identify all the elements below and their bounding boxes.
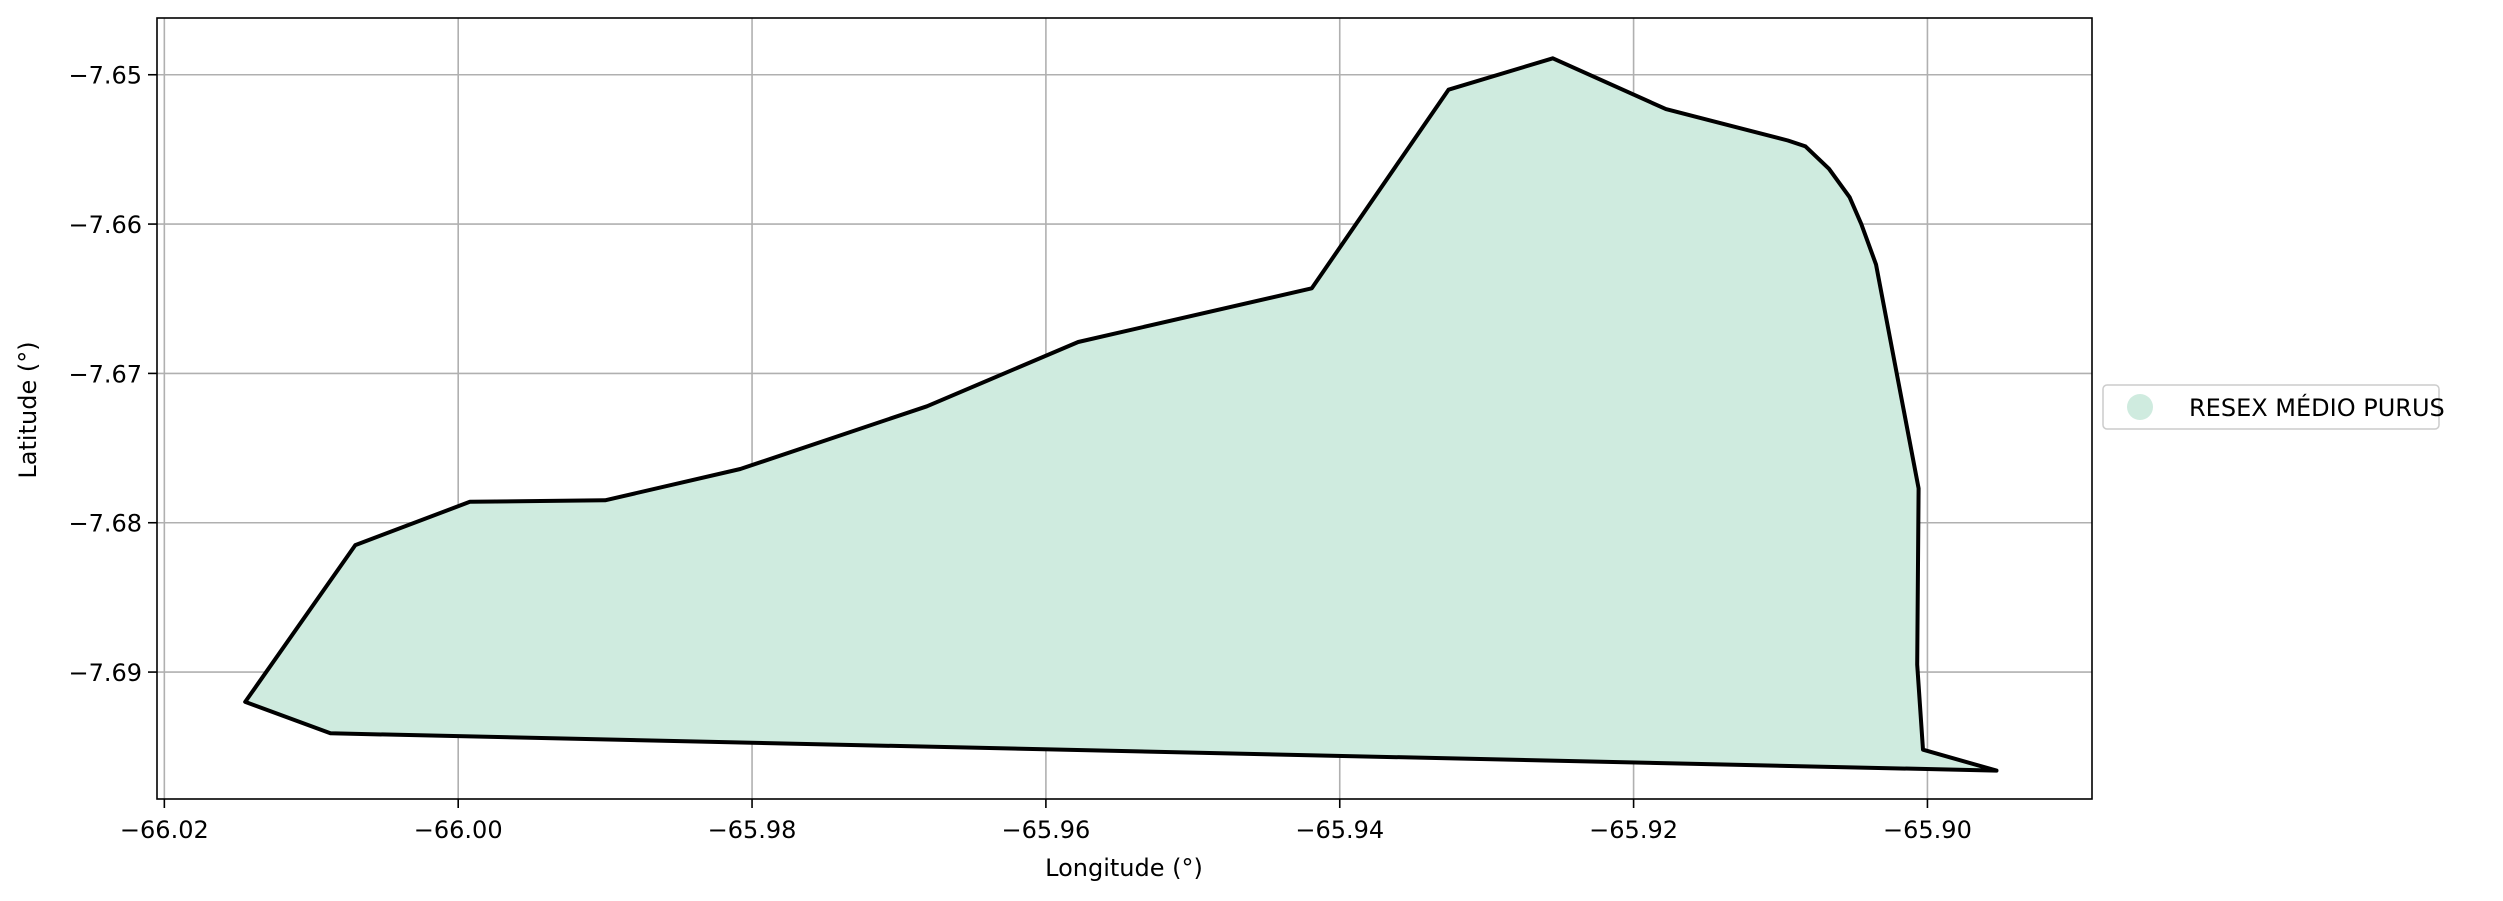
y-tick-label: −7.66 xyxy=(68,211,142,239)
legend-label-resex-medio-purus: RESEX MÉDIO PURUS xyxy=(2189,393,2445,422)
legend-frame xyxy=(2102,384,2440,430)
x-axis-title: Longitude (°) xyxy=(1045,854,1203,882)
x-axis-ticks: −66.02 −66.00 −65.98 −65.96 −65.94 −65.92 −65.… xyxy=(120,799,1972,844)
x-tick-label: −66.00 xyxy=(414,816,503,844)
y-tick-label: −7.68 xyxy=(68,510,142,538)
x-tick-label: −66.02 xyxy=(120,816,209,844)
plot-frame xyxy=(156,17,2093,800)
y-tick-label: −7.65 xyxy=(68,62,142,90)
x-tick-label: −65.98 xyxy=(708,816,797,844)
x-tick-label: −65.92 xyxy=(1589,816,1678,844)
legend-marker-resex-medio-purus xyxy=(2127,394,2153,420)
x-tick-label: −65.90 xyxy=(1883,816,1972,844)
y-tick-label: −7.69 xyxy=(68,659,142,687)
resex-medio-purus-area xyxy=(243,56,1999,773)
y-axis-title: Latitude (°) xyxy=(14,341,42,478)
y-tick-label: −7.67 xyxy=(68,360,142,388)
legend: RESEX MÉDIO PURUS xyxy=(2102,384,2445,430)
x-tick-label: −65.94 xyxy=(1295,816,1384,844)
x-tick-label: −65.96 xyxy=(1001,816,1090,844)
y-axis-ticks: −7.65 −7.66 −7.67 −7.68 −7.69 xyxy=(68,62,157,687)
